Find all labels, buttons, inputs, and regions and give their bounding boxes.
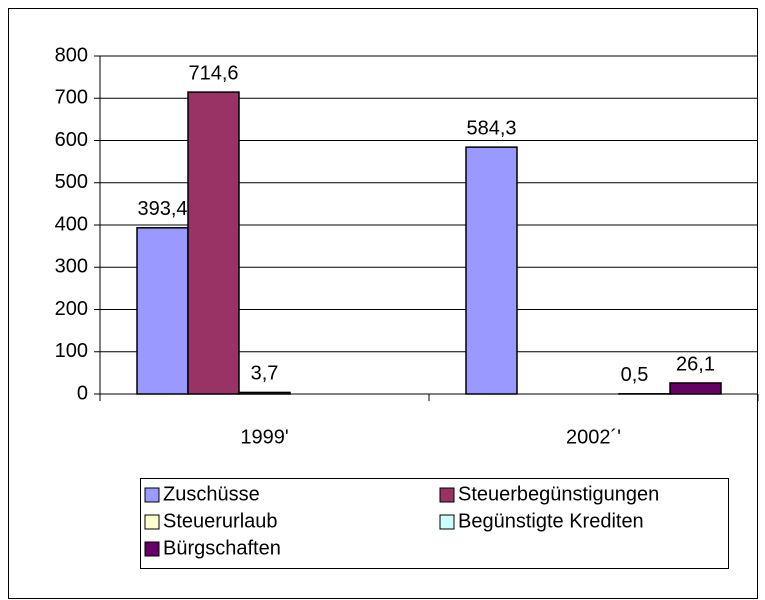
value-label: 26,1 xyxy=(676,353,715,375)
y-tick-label: 800 xyxy=(55,44,88,66)
y-tick-label: 400 xyxy=(55,213,88,235)
legend-box xyxy=(140,478,729,569)
x-tick-label: 1999' xyxy=(240,426,288,448)
y-tick-label: 300 xyxy=(55,256,88,278)
legend-swatch xyxy=(144,514,160,530)
y-tick-label: 500 xyxy=(55,171,88,193)
legend-label: Steuerurlaub xyxy=(163,510,278,532)
legend-label: Bürgschaften xyxy=(163,537,281,559)
y-tick-label: 0 xyxy=(77,382,88,404)
value-label: 393,4 xyxy=(137,198,187,220)
legend-swatch xyxy=(144,487,160,503)
legend-label: Begünstigte Krediten xyxy=(458,510,644,532)
value-label: 0,5 xyxy=(621,364,649,386)
legend-label: Steuerbegünstigungen xyxy=(458,483,659,505)
legend-swatch xyxy=(144,541,160,557)
bar xyxy=(136,227,189,395)
y-tick-label: 100 xyxy=(55,340,88,362)
legend-label: Zuschüsse xyxy=(163,483,260,505)
y-tick-label: 700 xyxy=(55,87,88,109)
legend-swatch xyxy=(439,487,455,503)
bar xyxy=(187,91,240,395)
x-tick-label: 2002´' xyxy=(566,426,621,448)
bar xyxy=(465,146,518,395)
bar xyxy=(669,382,722,395)
y-tick-label: 200 xyxy=(55,298,88,320)
value-label: 584,3 xyxy=(466,117,516,139)
legend-swatch xyxy=(439,514,455,530)
value-label: 3,7 xyxy=(251,363,279,385)
y-tick-label: 600 xyxy=(55,129,88,151)
value-label: 714,6 xyxy=(188,62,238,84)
